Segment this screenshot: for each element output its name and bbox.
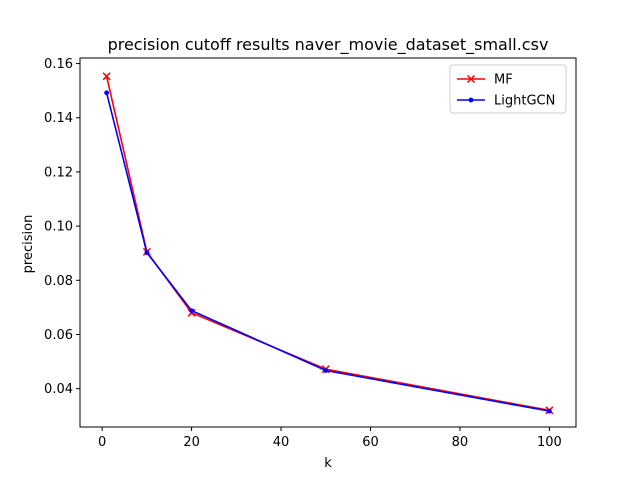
x-tick-label: 20 xyxy=(183,435,200,450)
y-tick-label: 0.06 xyxy=(44,328,73,343)
axes-frame xyxy=(79,57,577,428)
legend-entry: LightGCN xyxy=(457,94,555,109)
x-tick-label: 0 xyxy=(98,435,106,450)
data-point xyxy=(323,368,329,373)
x-axis-ticks: 0 20 40 60 80 100 xyxy=(98,427,562,450)
y-tick-label: 0.14 xyxy=(44,111,73,126)
plot-area xyxy=(79,57,577,428)
x-tick-label: 100 xyxy=(537,435,562,450)
legend-entry: MF xyxy=(457,73,513,88)
y-tick-label: 0.12 xyxy=(44,165,73,180)
x-axis-label: k xyxy=(324,456,332,471)
chart-title: precision cutoff results naver_movie_dat… xyxy=(108,35,549,55)
data-point xyxy=(104,90,110,96)
y-axis-label: precision xyxy=(21,215,36,274)
data-point xyxy=(144,250,150,256)
data-point xyxy=(102,72,111,81)
legend: MF LightGCN xyxy=(449,64,567,114)
x-tick-label: 60 xyxy=(362,435,379,450)
x-tick-label: 40 xyxy=(273,435,290,450)
y-tick-label: 0.16 xyxy=(44,57,73,72)
y-axis-ticks: 0.04 0.06 0.08 0.10 0.12 0.14 0.16 xyxy=(44,57,80,397)
data-point xyxy=(189,308,194,314)
data-point xyxy=(546,408,552,414)
legend-label: LightGCN xyxy=(494,94,555,109)
y-tick-label: 0.08 xyxy=(44,274,73,289)
y-tick-label: 0.10 xyxy=(44,220,73,235)
legend-box xyxy=(449,64,567,114)
x-tick-label: 80 xyxy=(452,435,469,450)
legend-label: MF xyxy=(494,73,513,88)
y-tick-label: 0.04 xyxy=(44,382,73,397)
